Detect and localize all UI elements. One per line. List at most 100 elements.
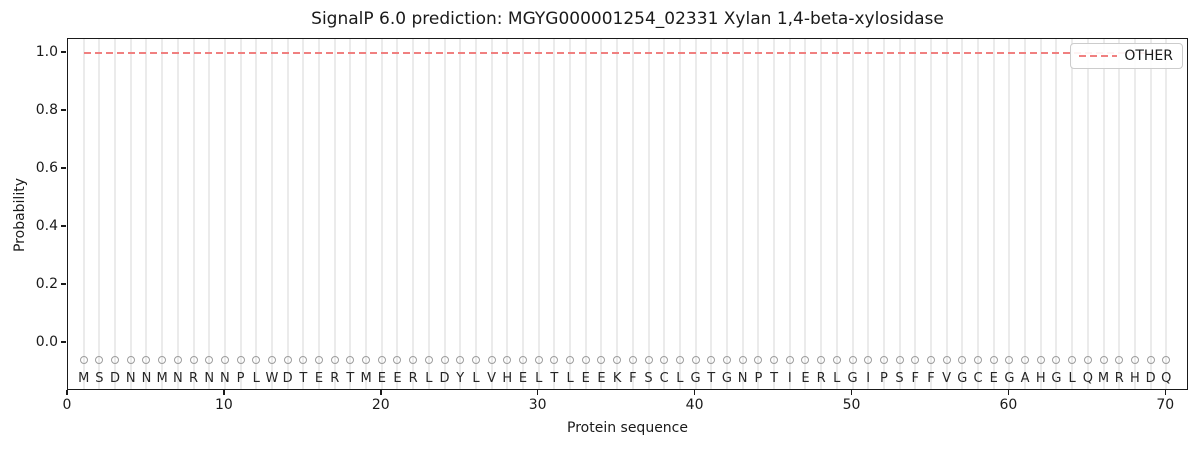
gridline: [757, 39, 760, 389]
legend-label: OTHER: [1124, 48, 1173, 64]
residue-marker: [267, 356, 276, 364]
gridline: [553, 39, 556, 389]
residue-letter: M: [360, 371, 372, 386]
gridline: [1039, 39, 1042, 389]
residue-letter: D: [1145, 371, 1156, 386]
x-tick-mark: [66, 390, 68, 395]
residue-letter: V: [942, 371, 952, 386]
residue-letter: T: [299, 371, 308, 386]
y-tick-label: 0.2: [35, 276, 58, 292]
gridline: [914, 39, 917, 389]
residue-letter: Y: [456, 371, 465, 386]
residue-marker: [1115, 356, 1124, 364]
gridline: [380, 39, 383, 389]
residue-letter: R: [816, 371, 826, 386]
residue-letter: D: [282, 371, 293, 386]
x-tick-label: 40: [685, 397, 704, 413]
y-tick-mark: [61, 109, 66, 111]
residue-marker: [644, 356, 653, 364]
x-tick-label: 0: [62, 397, 72, 413]
residue-letter: F: [927, 371, 935, 386]
legend-dashed-line-sample: [1079, 55, 1118, 57]
y-tick-label: 0.4: [35, 218, 58, 234]
residue-letter: N: [172, 371, 183, 386]
residue-marker: [989, 356, 998, 364]
residue-marker: [79, 356, 88, 364]
y-tick-mark: [61, 283, 66, 285]
residue-letter: L: [833, 371, 841, 386]
gridline: [773, 39, 776, 389]
residue-marker: [409, 356, 418, 364]
residue-marker: [173, 356, 182, 364]
gridline: [318, 39, 321, 389]
residue-letter: G: [847, 371, 858, 386]
gridline: [1008, 39, 1011, 389]
residue-marker: [801, 356, 810, 364]
residue-letter: K: [612, 371, 622, 386]
residue-marker: [503, 356, 512, 364]
residue-marker: [817, 356, 826, 364]
residue-marker: [236, 356, 245, 364]
residue-marker: [142, 356, 151, 364]
gridline: [302, 39, 305, 389]
gridline: [396, 39, 399, 389]
residue-marker: [1068, 356, 1077, 364]
gridline: [600, 39, 603, 389]
residue-letter: E: [581, 371, 590, 386]
residue-marker: [346, 356, 355, 364]
gridline: [129, 39, 132, 389]
residue-marker: [1005, 356, 1014, 364]
gridline: [161, 39, 164, 389]
residue-marker: [660, 356, 669, 364]
residue-marker: [158, 356, 167, 364]
residue-marker: [471, 356, 480, 364]
residue-letter: G: [690, 371, 701, 386]
residue-marker: [864, 356, 873, 364]
residue-letter: H: [502, 371, 513, 386]
residue-letter: R: [188, 371, 199, 386]
residue-letter: E: [989, 371, 998, 386]
gridline: [333, 39, 336, 389]
y-tick-mark: [61, 341, 66, 343]
residue-letter: R: [1114, 371, 1124, 386]
x-tick-mark: [380, 390, 382, 395]
residue-letter: W: [265, 371, 279, 386]
gridline: [192, 39, 195, 389]
residue-marker: [205, 356, 214, 364]
residue-letter: S: [644, 371, 653, 386]
residue-letter: P: [754, 371, 763, 386]
residue-marker: [377, 356, 386, 364]
gridline: [208, 39, 211, 389]
chart-title: SignalP 6.0 prediction: MGYG000001254_02…: [311, 9, 944, 29]
gridline: [929, 39, 932, 389]
residue-letter: E: [314, 371, 324, 386]
residue-letter: T: [550, 371, 559, 386]
gridline: [286, 39, 289, 389]
y-tick-label: 0.0: [35, 334, 58, 350]
residue-marker: [283, 356, 292, 364]
residue-marker: [1162, 356, 1171, 364]
y-tick-mark: [61, 225, 66, 227]
x-tick-mark: [693, 390, 696, 395]
gridline: [725, 39, 728, 389]
residue-marker: [1099, 356, 1108, 364]
gridline: [835, 39, 838, 389]
gridline: [788, 39, 791, 389]
residue-letter: S: [895, 371, 904, 386]
gridline: [820, 39, 823, 389]
residue-marker: [597, 356, 606, 364]
residue-letter: F: [911, 371, 919, 386]
residue-marker: [1083, 356, 1092, 364]
residue-marker: [942, 356, 951, 364]
residue-letter: C: [973, 371, 983, 386]
gridline: [1149, 39, 1152, 389]
gridline: [663, 39, 666, 389]
residue-marker: [832, 356, 841, 364]
gridline: [1165, 39, 1168, 389]
residue-marker: [362, 356, 371, 364]
residue-letter: L: [566, 371, 574, 386]
residue-letter: D: [439, 371, 450, 386]
residue-marker: [440, 356, 449, 364]
residue-letter: L: [252, 371, 260, 386]
residue-marker: [738, 356, 747, 364]
